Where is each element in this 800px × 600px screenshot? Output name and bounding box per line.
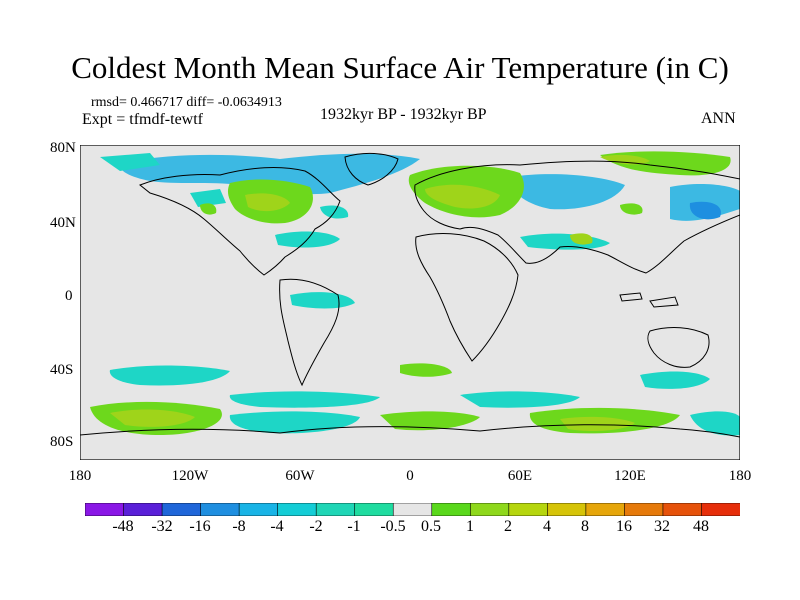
- coastline-islands: [619, 292, 643, 302]
- anomaly-region: [690, 411, 740, 436]
- plot-title: Coldest Month Mean Surface Air Temperatu…: [71, 50, 729, 85]
- colorbar-label: -4: [270, 518, 284, 535]
- coastlines: [80, 152, 740, 438]
- coastline-islands: [649, 296, 679, 308]
- colorbar-label: -8: [232, 518, 246, 535]
- coastline-antarctica: [80, 424, 740, 438]
- anomaly-region: [460, 391, 580, 408]
- colorbar-label: 2: [504, 518, 512, 535]
- colorbar-swatch: [200, 503, 240, 516]
- coastline-australia: [647, 327, 710, 368]
- map-panel: [80, 145, 740, 460]
- stats-text: rmsd= 0.466717 diff= -0.0634913: [91, 95, 282, 110]
- colorbar-label: -48: [112, 518, 134, 535]
- colorbar-swatch: [315, 503, 356, 516]
- anomaly-region: [620, 203, 643, 215]
- coastline-eurasia: [414, 160, 740, 274]
- anomaly-region: [510, 174, 625, 210]
- lon-label-60e: 60E: [507, 468, 533, 484]
- anomaly-region: [245, 193, 290, 212]
- anomaly-region: [110, 409, 195, 427]
- colorbar-label: -2: [309, 518, 323, 535]
- colorbar-swatch: [238, 503, 279, 516]
- colorbar-swatch: [624, 503, 664, 516]
- lat-label-0: 0: [65, 288, 73, 304]
- anomaly-region: [109, 365, 230, 386]
- colorbar-swatch: [161, 503, 202, 516]
- colorbar-swatch: [354, 503, 395, 516]
- colorbar-label: -0.5: [380, 518, 406, 535]
- coastline-greenland: [344, 152, 399, 186]
- anomaly-region: [119, 153, 420, 195]
- colorbar-swatch: [469, 503, 510, 516]
- colorbar-label: -32: [151, 518, 173, 535]
- colorbar: [85, 503, 740, 516]
- coastline-africa: [415, 233, 519, 362]
- anomaly-region: [640, 371, 710, 389]
- anomaly-region: [190, 189, 226, 207]
- colorbar-swatch: [277, 503, 317, 516]
- colorbar-label: 0.5: [421, 518, 441, 535]
- colorbar-swatch: [123, 503, 163, 516]
- anomaly-region: [425, 184, 500, 209]
- lat-label-80s: 80S: [50, 434, 74, 450]
- colorbar-label: -1: [347, 518, 361, 535]
- lon-label-60w: 60W: [285, 468, 315, 484]
- season-text: ANN: [701, 110, 736, 127]
- lon-label-180e: 180: [728, 468, 752, 484]
- experiment-text: Expt = tfmdf-tewtf: [82, 111, 203, 128]
- colorbar-swatch: [662, 503, 703, 516]
- lat-label-40n: 40N: [50, 215, 76, 231]
- anomaly-region: [200, 203, 217, 215]
- anomaly-region: [600, 154, 650, 165]
- coastline-south-america: [279, 278, 340, 387]
- anomaly-region: [570, 233, 593, 245]
- anomaly-region: [100, 153, 160, 171]
- colorbar-swatch: [392, 503, 433, 516]
- colorbar-swatch: [547, 503, 587, 516]
- lat-label-40s: 40S: [50, 362, 74, 378]
- anomaly-region: [560, 416, 635, 431]
- period-text: 1932kyr BP - 1932kyr BP: [320, 106, 487, 123]
- colorbar-swatch: [85, 503, 125, 516]
- colorbar-swatch: [508, 503, 549, 516]
- anomaly-region: [229, 391, 380, 408]
- colorbar-label: 8: [581, 518, 589, 535]
- colorbar-label: -16: [189, 518, 211, 535]
- colorbar-swatch: [431, 503, 472, 516]
- anomaly-field: [90, 151, 740, 436]
- lon-label-120e: 120E: [614, 468, 646, 484]
- lon-label-120w: 120W: [171, 468, 209, 484]
- coastline-north-america: [139, 167, 341, 276]
- anomaly-region: [400, 363, 452, 377]
- lon-label-180w: 180: [68, 468, 92, 484]
- lat-label-80n: 80N: [50, 140, 76, 156]
- colorbar-label: 48: [693, 518, 709, 535]
- colorbar-label: 32: [654, 518, 670, 535]
- colorbar-swatch: [701, 503, 740, 516]
- colorbar-label: 4: [543, 518, 551, 535]
- anomaly-region: [689, 201, 721, 220]
- anomaly-region: [380, 411, 480, 431]
- colorbar-label: 1: [466, 518, 474, 535]
- lon-label-0: 0: [406, 468, 414, 484]
- colorbar-label: 16: [616, 518, 632, 535]
- colorbar-swatch: [585, 503, 626, 516]
